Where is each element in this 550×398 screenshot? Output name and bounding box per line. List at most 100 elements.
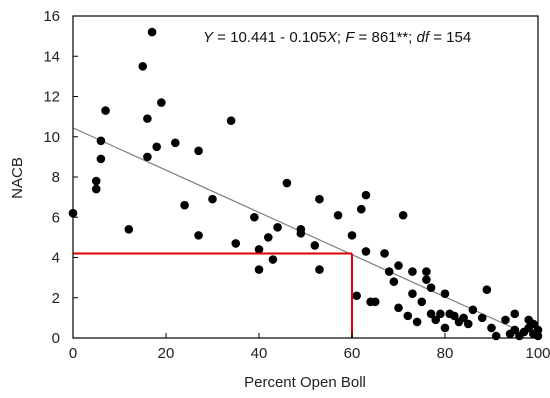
data-point: [422, 275, 431, 284]
data-point: [96, 136, 106, 146]
data-point: [426, 309, 436, 319]
data-point: [264, 233, 273, 242]
annotation-part: df: [417, 29, 431, 46]
annotation-part: = 861**;: [354, 29, 416, 46]
data-point: [463, 319, 473, 329]
data-point: [273, 223, 282, 232]
x-tick-label: 40: [251, 345, 268, 362]
data-point: [408, 267, 417, 276]
data-point: [412, 317, 422, 327]
data-point: [417, 297, 427, 307]
data-point: [491, 331, 501, 341]
data-point: [138, 62, 148, 71]
data-point: [157, 98, 166, 107]
data-point: [143, 152, 152, 162]
data-point: [361, 247, 371, 256]
data-point: [487, 323, 496, 333]
data-point: [91, 184, 101, 194]
data-point: [403, 311, 413, 321]
data-point: [180, 200, 189, 210]
data-point: [124, 225, 134, 234]
regression-equation-annotation: Y = 10.441 - 0.105X; F = 861**; df = 154: [203, 29, 471, 46]
y-tick-label: 2: [52, 290, 60, 307]
reference-lines-layer: [73, 252, 353, 338]
y-tick-label: 6: [52, 209, 60, 226]
data-point: [459, 313, 468, 323]
y-tick-label: 12: [43, 89, 60, 106]
y-axis-ticks: 0 2 4 6 8 10 12 14 16: [43, 8, 78, 347]
data-point: [152, 142, 161, 152]
x-axis-ticks: 0 20 40 60 80 100: [69, 333, 550, 362]
y-tick-label: 0: [52, 330, 60, 347]
x-tick-label: 60: [344, 345, 361, 362]
data-point: [347, 231, 357, 240]
data-point: [431, 315, 441, 325]
data-point: [231, 239, 241, 248]
data-point: [510, 325, 520, 335]
data-point: [194, 146, 203, 156]
data-point: [226, 116, 236, 125]
data-point: [333, 210, 343, 220]
data-point: [96, 154, 106, 164]
annotation-part: Y: [203, 29, 214, 46]
data-point: [426, 283, 436, 292]
data-point: [440, 289, 450, 299]
data-point: [171, 138, 180, 148]
y-tick-label: 4: [52, 250, 60, 267]
data-point: [370, 297, 380, 307]
data-point: [352, 291, 361, 301]
data-point: [394, 303, 403, 313]
data-point: [529, 319, 538, 329]
data-point: [422, 267, 431, 276]
y-tick-label: 10: [43, 129, 60, 146]
data-point: [482, 285, 492, 295]
data-point: [510, 309, 520, 319]
annotation-part: = 154: [429, 29, 471, 46]
data-point: [384, 267, 394, 276]
data-point: [310, 241, 320, 250]
y-axis-title: NACB: [9, 157, 26, 199]
data-point: [101, 106, 110, 115]
data-point: [208, 194, 217, 204]
data-point: [440, 323, 450, 333]
annotation-part: ;: [337, 29, 345, 46]
data-point: [143, 114, 152, 123]
data-point: [254, 245, 264, 254]
data-point: [315, 194, 324, 204]
data-point: [389, 277, 399, 286]
annotation-part: X: [326, 29, 338, 46]
y-tick-label: 14: [43, 48, 60, 65]
data-point: [282, 178, 292, 188]
data-point: [357, 204, 366, 214]
data-point: [250, 212, 259, 222]
data-point: [394, 261, 403, 270]
data-point: [296, 229, 306, 238]
data-point: [361, 190, 371, 200]
data-points-layer: [68, 27, 543, 341]
data-point: [436, 309, 445, 319]
data-point: [268, 255, 278, 264]
data-point: [398, 210, 408, 220]
data-point: [477, 313, 487, 323]
x-tick-label: 80: [437, 345, 454, 362]
x-tick-label: 100: [525, 345, 550, 362]
data-point: [380, 249, 389, 258]
data-point: [450, 311, 459, 321]
data-point: [147, 27, 157, 37]
data-point: [194, 231, 203, 240]
data-point: [468, 305, 478, 315]
x-axis-title: Percent Open Boll: [244, 374, 366, 391]
y-tick-label: 16: [43, 8, 60, 25]
annotation-part: F: [345, 29, 355, 46]
data-point: [91, 176, 101, 186]
data-point: [315, 265, 324, 274]
data-point: [501, 315, 510, 325]
data-point: [254, 265, 264, 274]
annotation-part: = 10.441 - 0.105: [213, 29, 327, 46]
y-tick-label: 8: [52, 169, 60, 186]
data-point: [408, 289, 417, 299]
x-tick-label: 0: [69, 345, 77, 362]
x-tick-label: 20: [158, 345, 175, 362]
